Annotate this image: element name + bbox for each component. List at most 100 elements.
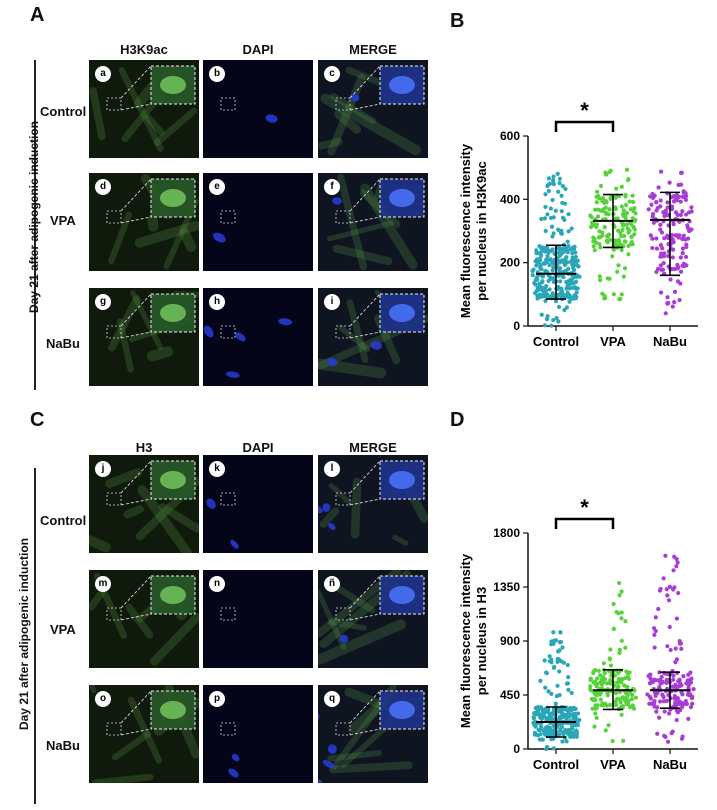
data-point (593, 692, 598, 697)
data-point (550, 294, 555, 299)
data-point (664, 698, 670, 703)
data-point (618, 700, 623, 705)
data-point (601, 675, 606, 680)
data-point (605, 693, 610, 698)
data-point (673, 682, 678, 687)
data-point (555, 683, 560, 688)
data-point (650, 236, 655, 241)
data-point (542, 658, 547, 663)
data-point (613, 216, 618, 221)
data-point (654, 709, 659, 714)
data-point (567, 299, 572, 304)
data-point (630, 692, 635, 698)
data-point (550, 717, 555, 722)
data-point (615, 269, 620, 274)
micrograph-green-j: j (89, 455, 199, 553)
data-point (616, 670, 621, 675)
data-point (539, 216, 544, 222)
data-point (594, 189, 600, 194)
data-point (536, 727, 541, 733)
data-point (551, 174, 556, 179)
data-point (651, 194, 657, 199)
data-point (665, 739, 671, 744)
data-point (683, 191, 688, 196)
tile-letter: a (95, 66, 111, 82)
data-point (621, 208, 626, 213)
data-point (608, 237, 613, 243)
data-point (597, 277, 603, 283)
data-point (566, 292, 571, 297)
data-point (547, 654, 552, 659)
data-point (546, 689, 551, 694)
data-point (531, 715, 536, 720)
x-tick-label: NaBu (653, 334, 687, 349)
column-header-merge: MERGE (349, 42, 397, 57)
tile-letter: e (209, 179, 225, 195)
data-point (554, 316, 559, 321)
data-point (545, 183, 550, 189)
data-point (591, 239, 596, 244)
data-point (608, 647, 613, 652)
data-point (658, 254, 663, 259)
data-point (671, 677, 676, 682)
data-point (544, 284, 549, 289)
data-point (654, 208, 659, 213)
data-point (537, 244, 542, 249)
data-point (679, 269, 684, 274)
data-point (675, 700, 680, 705)
data-point (624, 669, 629, 674)
data-point (671, 240, 676, 245)
data-point (660, 246, 665, 251)
data-point (540, 285, 545, 291)
data-point (672, 554, 677, 559)
data-point (620, 695, 625, 700)
data-point (533, 724, 538, 729)
data-point (549, 259, 555, 264)
data-point (551, 630, 556, 635)
data-point (688, 680, 694, 685)
data-point (544, 671, 549, 676)
data-point (557, 176, 562, 181)
data-point (571, 267, 577, 273)
data-point (570, 251, 575, 256)
data-point (546, 250, 551, 255)
data-point (575, 286, 580, 291)
micrograph-dapi-h: h (203, 288, 313, 386)
data-point (569, 690, 574, 696)
column-header-h3k9ac: H3K9ac (120, 42, 168, 57)
data-point (618, 296, 623, 302)
data-point (549, 224, 555, 229)
data-point (544, 317, 550, 322)
micrograph-dapi-e: e (203, 173, 313, 271)
data-point (550, 197, 555, 203)
data-point (570, 285, 575, 290)
data-point (654, 246, 660, 251)
data-point (659, 290, 664, 295)
data-point (685, 223, 690, 228)
data-point (624, 211, 630, 216)
data-point (544, 746, 549, 752)
data-point (629, 696, 634, 702)
data-point (568, 247, 574, 252)
data-point (683, 254, 689, 260)
data-point (550, 247, 555, 252)
data-point (537, 292, 542, 297)
data-point (620, 223, 626, 228)
row-label-nabu: NaBu (46, 336, 80, 351)
y-tick-label: 0 (513, 742, 520, 756)
micrograph-grid-bottom: j k l m n ñ o p q (89, 455, 429, 803)
data-point (653, 615, 658, 620)
data-point (569, 708, 574, 713)
data-point (592, 248, 597, 253)
data-point (625, 177, 631, 183)
data-point (598, 183, 604, 189)
micrograph-dapi-n: n (203, 570, 313, 668)
data-point (566, 728, 571, 733)
data-point (648, 233, 653, 238)
data-point (664, 587, 669, 592)
data-point (686, 716, 691, 721)
data-point (608, 195, 613, 200)
data-point (668, 647, 673, 653)
y-tick-label: 0 (513, 319, 520, 333)
data-point (670, 255, 675, 260)
